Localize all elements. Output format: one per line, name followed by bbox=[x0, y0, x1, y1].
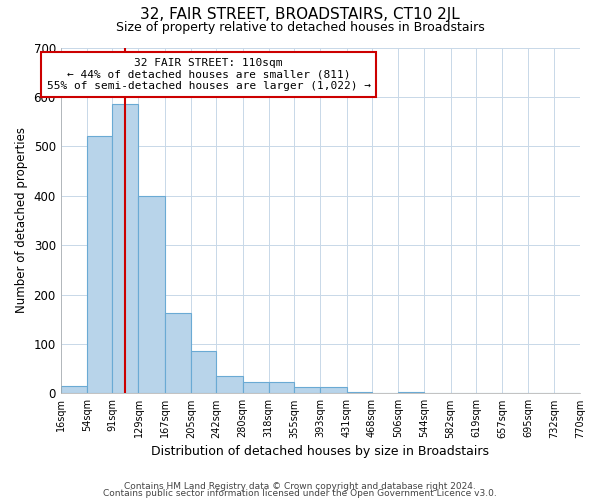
Bar bbox=[269, 382, 294, 394]
Bar bbox=[398, 392, 424, 394]
Text: 32 FAIR STREET: 110sqm
← 44% of detached houses are smaller (811)
55% of semi-de: 32 FAIR STREET: 110sqm ← 44% of detached… bbox=[47, 58, 371, 91]
Bar bbox=[294, 388, 320, 394]
Y-axis label: Number of detached properties: Number of detached properties bbox=[15, 128, 28, 314]
Text: Contains public sector information licensed under the Open Government Licence v3: Contains public sector information licen… bbox=[103, 490, 497, 498]
Text: Size of property relative to detached houses in Broadstairs: Size of property relative to detached ho… bbox=[116, 21, 484, 34]
Bar bbox=[320, 388, 347, 394]
Text: 32, FAIR STREET, BROADSTAIRS, CT10 2JL: 32, FAIR STREET, BROADSTAIRS, CT10 2JL bbox=[140, 8, 460, 22]
Bar bbox=[112, 104, 139, 394]
Bar bbox=[191, 352, 217, 394]
Bar bbox=[87, 136, 112, 394]
Bar bbox=[61, 386, 87, 394]
Bar bbox=[242, 382, 269, 394]
Bar bbox=[217, 376, 242, 394]
Bar bbox=[347, 392, 372, 394]
Bar bbox=[139, 196, 164, 394]
Text: Contains HM Land Registry data © Crown copyright and database right 2024.: Contains HM Land Registry data © Crown c… bbox=[124, 482, 476, 491]
X-axis label: Distribution of detached houses by size in Broadstairs: Distribution of detached houses by size … bbox=[151, 444, 490, 458]
Bar bbox=[164, 313, 191, 394]
